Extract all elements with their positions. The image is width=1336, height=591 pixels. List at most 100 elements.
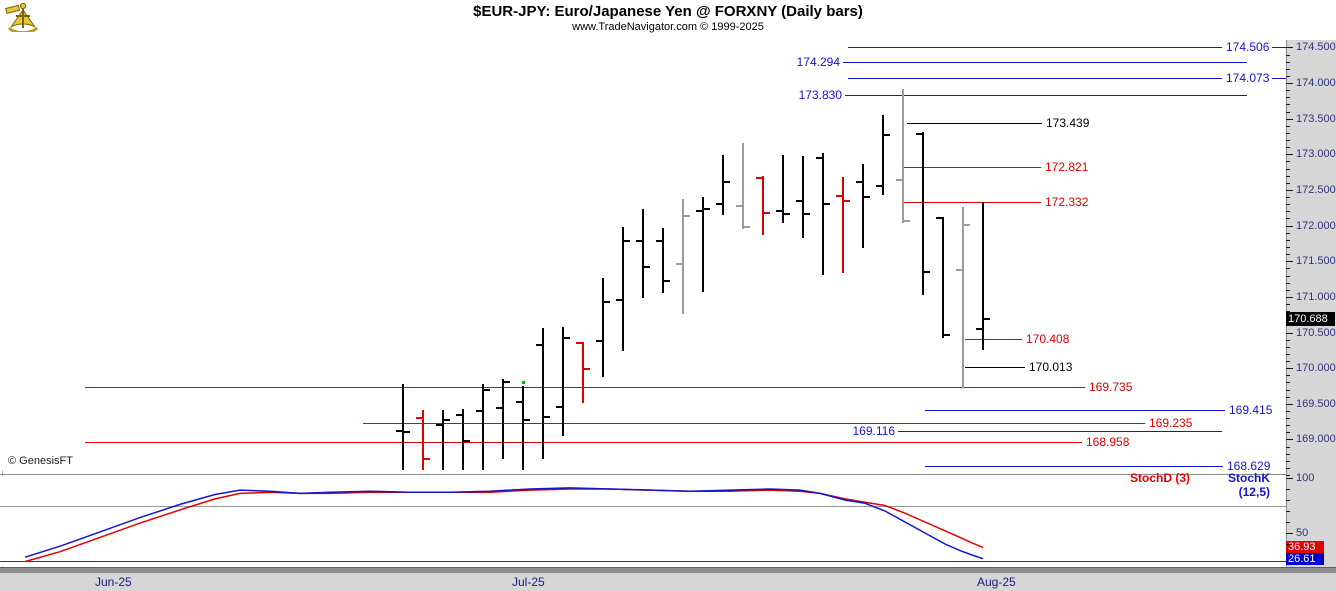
price-axis-minor-tick <box>1286 311 1290 312</box>
level-label: 174.073 <box>1226 70 1270 85</box>
ohlc-bar-stem <box>962 207 964 389</box>
price-axis-minor-tick <box>1286 76 1290 77</box>
ohlc-open-tick <box>576 342 582 345</box>
price-axis-major-tick <box>1286 154 1293 155</box>
ohlc-close-tick <box>824 203 830 206</box>
ohlc-open-tick <box>836 194 842 197</box>
ohlc-bar-stem <box>902 88 904 223</box>
price-axis-major-tick <box>1286 404 1293 405</box>
ohlc-bar-stem <box>422 409 424 470</box>
price-axis-label: 174.000 <box>1296 77 1336 90</box>
ohlc-bar-stem <box>662 227 664 294</box>
level-line <box>925 465 1223 467</box>
ohlc-close-tick <box>624 240 630 243</box>
price-axis-minor-tick <box>1286 112 1290 113</box>
ohlc-close-tick <box>704 208 710 211</box>
ohlc-close-tick <box>984 318 990 320</box>
bottom-separator-bar <box>0 567 1336 574</box>
price-axis-minor-tick <box>1286 354 1290 355</box>
price-axis-minor-tick <box>1286 283 1290 284</box>
level-label: 168.629 <box>1227 458 1271 470</box>
ohlc-open-tick <box>456 413 462 416</box>
price-axis-label: 174.500 <box>1296 41 1336 54</box>
level-line <box>85 387 1085 389</box>
ohlc-close-tick <box>784 213 790 216</box>
ohlc-close-tick <box>844 200 850 203</box>
indicator-pane[interactable] <box>0 476 1286 566</box>
price-axis-minor-tick <box>1286 55 1290 56</box>
ohlc-close-tick <box>684 214 690 217</box>
ohlc-bar-stem <box>842 177 844 273</box>
price-axis-minor-tick <box>1286 90 1290 91</box>
ohlc-close-tick <box>584 367 590 370</box>
ohlc-open-tick <box>936 217 942 220</box>
price-axis-minor-tick <box>1286 340 1290 341</box>
ohlc-open-tick <box>536 343 542 346</box>
price-axis-minor-tick <box>1286 325 1290 326</box>
price-axis-major-tick <box>1286 47 1293 48</box>
level-label: 174.506 <box>1226 40 1270 54</box>
level-axis-connector <box>1272 47 1286 48</box>
ohlc-open-tick <box>736 204 742 207</box>
date-label-jul: Jul-25 <box>512 575 545 589</box>
ohlc-bar-stem <box>462 408 464 470</box>
price-axis-minor-tick <box>1286 254 1290 255</box>
price-axis-minor-tick <box>1286 361 1290 362</box>
price-axis-major-tick <box>1286 368 1293 369</box>
price-axis-minor-tick <box>1286 126 1290 127</box>
level-label: 174.294 <box>796 55 840 70</box>
price-axis-minor-tick <box>1286 397 1290 398</box>
ohlc-bar-stem <box>922 132 924 295</box>
stochk-line <box>24 487 984 560</box>
stoch-axis-minor-tick <box>1286 555 1290 556</box>
ohlc-close-tick <box>604 300 610 303</box>
level-line <box>965 367 1025 369</box>
price-axis-minor-tick <box>1286 276 1290 277</box>
ohlc-open-tick <box>916 133 922 136</box>
ohlc-open-tick <box>476 409 482 412</box>
price-axis-major-tick <box>1286 261 1293 262</box>
price-axis-label: 170.500 <box>1296 326 1336 339</box>
level-label: 173.439 <box>1046 116 1090 131</box>
price-axis-minor-tick <box>1286 454 1290 455</box>
ohlc-open-tick <box>596 340 602 343</box>
price-axis-minor-tick <box>1286 240 1290 241</box>
ohlc-bar-stem <box>502 378 504 460</box>
level-line <box>925 409 1225 411</box>
level-line <box>903 167 1041 169</box>
ohlc-close-tick <box>664 280 670 283</box>
price-axis-minor-tick <box>1286 147 1290 148</box>
price-axis-minor-tick <box>1286 204 1290 205</box>
ohlc-bar-stem <box>622 227 624 352</box>
ohlc-bar-stem <box>682 199 684 314</box>
price-axis-major-tick <box>1286 297 1293 298</box>
ohlc-close-tick <box>724 181 730 184</box>
ohlc-bar-stem <box>742 142 744 230</box>
price-axis-label: 173.000 <box>1296 148 1336 161</box>
price-axis-label: 171.500 <box>1296 255 1336 268</box>
date-axis[interactable] <box>0 573 1336 591</box>
ohlc-close-tick <box>884 134 890 137</box>
price-axis-major-tick <box>1286 83 1293 84</box>
chart-subtitle: www.TradeNavigator.com © 1999-2025 <box>572 21 764 33</box>
price-pane[interactable]: 174.506 174.294 174.073 173.830 173.439 172.8… <box>0 40 1286 470</box>
price-axis-minor-tick <box>1286 390 1290 391</box>
ohlc-bar-stem <box>522 386 524 470</box>
price-axis-minor-tick <box>1286 375 1290 376</box>
price-axis-minor-tick <box>1286 447 1290 448</box>
ohlc-close-tick <box>464 439 470 442</box>
price-axis-minor-tick <box>1286 468 1290 469</box>
price-axis-minor-tick <box>1286 461 1290 462</box>
ohlc-open-tick <box>956 268 962 271</box>
ohlc-open-tick <box>716 203 722 206</box>
price-axis-minor-tick <box>1286 140 1290 141</box>
price-axis-minor-tick <box>1286 161 1290 162</box>
ohlc-close-tick <box>444 419 450 422</box>
ohlc-bar-stem <box>802 155 804 238</box>
stoch-axis-minor-tick <box>1286 511 1290 512</box>
ohlc-open-tick <box>656 240 662 243</box>
price-axis-minor-tick <box>1286 69 1290 70</box>
ohlc-open-tick <box>516 401 522 404</box>
stochk-value-box: 26.61 <box>1286 553 1324 565</box>
price-axis-minor-tick <box>1286 304 1290 305</box>
